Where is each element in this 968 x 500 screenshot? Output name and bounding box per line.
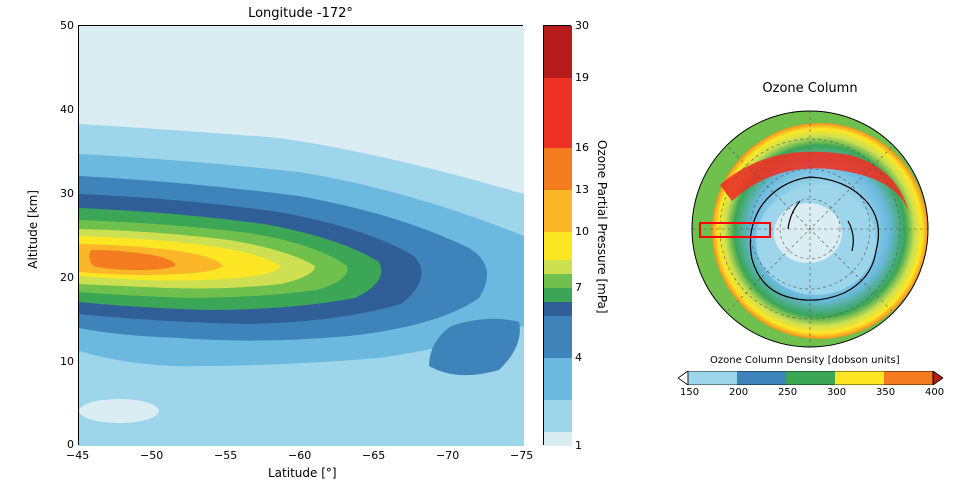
xtick--75: −75 [510,449,533,462]
xtick--65: −65 [362,449,385,462]
cbar-tick-7: 7 [575,281,582,294]
contour-ylabel: Altitude [km] [26,190,40,269]
xtick--70: −70 [436,449,459,462]
contour-svg [79,26,524,446]
pcb-350: 350 [876,387,895,398]
ytick-50: 50 [50,19,74,32]
xtick--50: −50 [140,449,163,462]
ytick-40: 40 [50,103,74,116]
cbar-tick-30: 30 [575,19,589,32]
xtick--60: −60 [288,449,311,462]
cbar-tick-4: 4 [575,351,582,364]
pcb-250: 250 [778,387,797,398]
pcb-300: 300 [827,387,846,398]
contour-colorbar [543,25,571,445]
polar-figure: Ozone Column [660,75,960,405]
polar-cbar-svg [678,371,943,385]
cbar-tick-1: 1 [575,439,582,452]
polar-colorbar [678,371,943,385]
contour-plot-area [78,25,523,445]
cbar-tick-19: 19 [575,71,589,84]
polar-svg [660,101,960,381]
polar-cbar-label: Ozone Column Density [dobson units] [710,355,900,366]
polar-title: Ozone Column [660,81,960,96]
contour-cbar-svg [544,26,572,446]
cbar-tick-10: 10 [575,225,589,238]
xtick--55: −55 [214,449,237,462]
pcb-200: 200 [729,387,748,398]
contour-cbar-label: Ozone Partial Pressure [mPa] [595,140,609,314]
xtick--45: −45 [66,449,89,462]
contour-title: Longitude -172° [78,6,523,21]
ytick-20: 20 [50,271,74,284]
cbar-tick-16: 16 [575,141,589,154]
ytick-10: 10 [50,355,74,368]
ytick-30: 30 [50,187,74,200]
pcb-400: 400 [925,387,944,398]
pcb-150: 150 [680,387,699,398]
cbar-tick-13: 13 [575,183,589,196]
contour-xlabel: Latitude [°] [268,466,337,480]
contour-figure: Longitude -172° [0,0,610,500]
